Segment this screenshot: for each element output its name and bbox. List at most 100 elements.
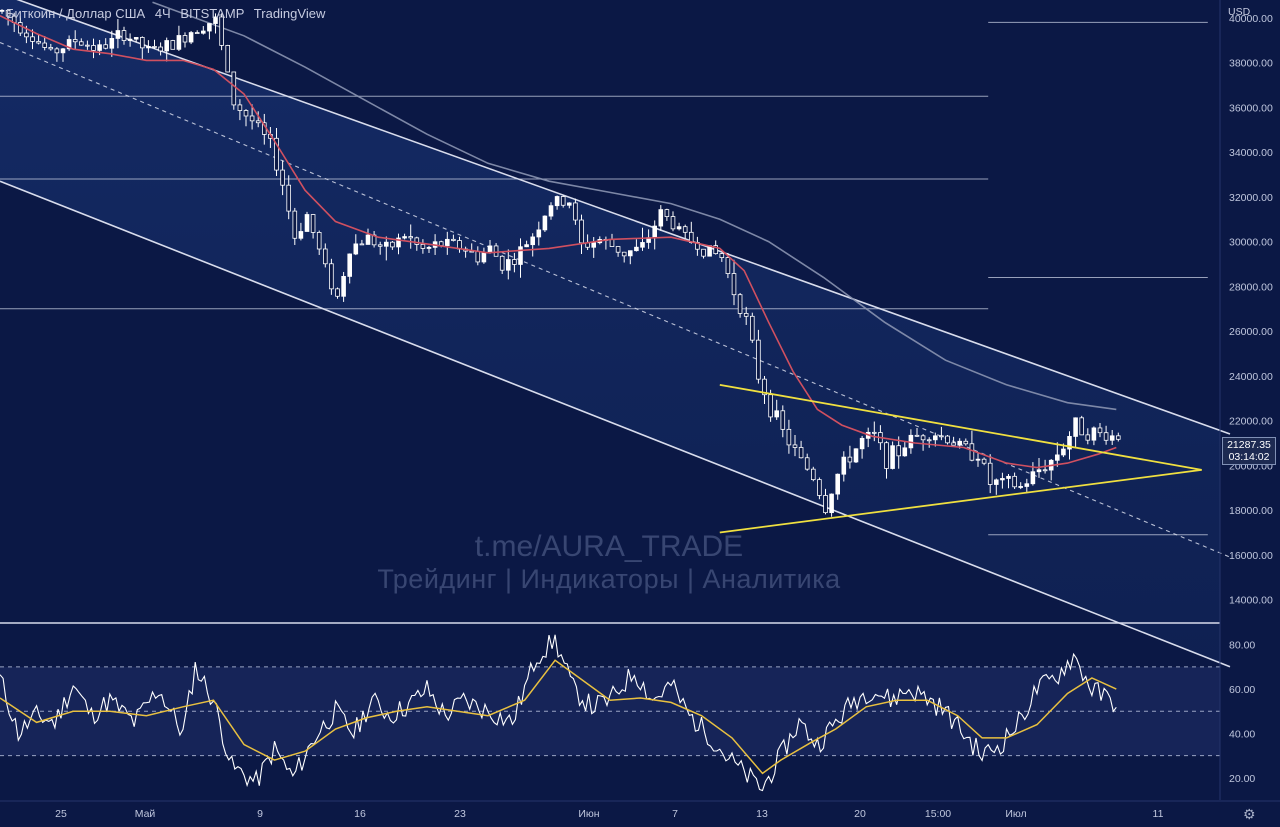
ma-fast-line[interactable] <box>0 14 1117 469</box>
candle-body[interactable] <box>902 447 908 457</box>
candle-body[interactable] <box>664 209 670 217</box>
candle-body[interactable] <box>823 495 828 514</box>
candle-body[interactable] <box>274 137 279 171</box>
candle-body[interactable] <box>414 237 420 245</box>
candle-body[interactable] <box>554 196 560 207</box>
candle-body[interactable] <box>231 71 237 106</box>
symbol-title[interactable]: Биткоин / Доллар США <box>6 6 146 21</box>
candle-body[interactable] <box>817 479 822 496</box>
candle-body[interactable] <box>182 35 188 43</box>
candle-body[interactable] <box>481 252 487 263</box>
candle-body[interactable] <box>737 294 743 314</box>
candle-body[interactable] <box>140 37 145 49</box>
triangle-lower-line[interactable] <box>719 468 1202 534</box>
candle-body[interactable] <box>939 435 944 438</box>
candle-body[interactable] <box>121 30 127 41</box>
candle-body[interactable] <box>890 445 895 469</box>
candle-body[interactable] <box>743 313 749 317</box>
candle-body[interactable] <box>1006 475 1011 479</box>
candle-body[interactable] <box>359 243 365 246</box>
candle-body[interactable] <box>243 110 249 117</box>
candle-body[interactable] <box>957 440 962 446</box>
candle-body[interactable] <box>731 273 737 296</box>
candle-body[interactable] <box>1073 417 1078 437</box>
candle-body[interactable] <box>377 244 383 247</box>
candle-body[interactable] <box>829 493 834 514</box>
candle-body[interactable] <box>60 48 66 54</box>
candle-body[interactable] <box>353 243 359 255</box>
candle-body[interactable] <box>384 241 389 247</box>
candle-body[interactable] <box>933 435 938 441</box>
candle-body[interactable] <box>499 255 505 271</box>
candle-body[interactable] <box>1000 478 1005 481</box>
candle-body[interactable] <box>896 445 901 457</box>
rsi-line[interactable] <box>0 634 1117 792</box>
candle-body[interactable] <box>987 462 993 485</box>
candle-body[interactable] <box>207 23 212 32</box>
candle-body[interactable] <box>316 232 322 250</box>
candle-body[interactable] <box>475 251 481 263</box>
candle-body[interactable] <box>798 447 804 459</box>
candle-body[interactable] <box>402 236 407 239</box>
candle-body[interactable] <box>725 257 731 274</box>
candle-body[interactable] <box>365 234 371 245</box>
candle-body[interactable] <box>975 458 981 461</box>
candle-body[interactable] <box>853 448 859 463</box>
candle-body[interactable] <box>188 32 194 43</box>
candle-body[interactable] <box>292 210 298 239</box>
candle-body[interactable] <box>847 456 853 463</box>
candle-body[interactable] <box>396 237 401 248</box>
candle-body[interactable] <box>66 39 72 50</box>
candle-body[interactable] <box>176 35 182 50</box>
ma-slow-line[interactable] <box>152 1 1117 411</box>
candle-body[interactable] <box>329 263 334 290</box>
candle-body[interactable] <box>1024 483 1030 487</box>
candle-body[interactable] <box>1091 427 1097 441</box>
gear-icon[interactable]: ⚙ <box>1243 806 1256 822</box>
candle-body[interactable] <box>792 444 798 448</box>
candle-body[interactable] <box>1085 434 1091 441</box>
candle-body[interactable] <box>54 48 60 54</box>
candle-body[interactable] <box>512 259 517 265</box>
candle-body[interactable] <box>615 246 621 253</box>
candle-body[interactable] <box>567 202 572 206</box>
candle-body[interactable] <box>963 440 969 445</box>
candle-body[interactable] <box>36 41 41 44</box>
candle-body[interactable] <box>786 428 792 446</box>
candle-body[interactable] <box>774 410 779 418</box>
candle-body[interactable] <box>201 30 206 34</box>
candle-body[interactable] <box>0 9 5 12</box>
candle-body[interactable] <box>5 9 11 17</box>
candle-body[interactable] <box>530 236 535 246</box>
candle-body[interactable] <box>914 434 920 437</box>
candle-body[interactable] <box>335 288 340 297</box>
candle-body[interactable] <box>859 437 865 450</box>
candle-body[interactable] <box>640 242 645 248</box>
candle-body[interactable] <box>1012 475 1017 488</box>
candle-body[interactable] <box>682 226 688 233</box>
interval-label[interactable]: 4Ч <box>154 6 171 21</box>
candle-body[interactable] <box>133 37 139 40</box>
candle-body[interactable] <box>152 46 157 48</box>
channel-lower-line[interactable] <box>0 180 1231 668</box>
candle-body[interactable] <box>164 40 169 52</box>
candle-body[interactable] <box>658 209 664 227</box>
candle-body[interactable] <box>701 248 706 257</box>
candle-body[interactable] <box>835 473 840 495</box>
candle-body[interactable] <box>79 41 84 46</box>
candle-body[interactable] <box>1097 427 1103 434</box>
candle-body[interactable] <box>109 38 115 49</box>
rsi-signal-line[interactable] <box>0 659 1117 775</box>
currency-label[interactable]: USD <box>1228 6 1251 18</box>
candle-body[interactable] <box>146 46 151 49</box>
candle-body[interactable] <box>97 44 102 51</box>
candle-body[interactable] <box>341 276 346 297</box>
candle-body[interactable] <box>1116 435 1121 440</box>
candle-body[interactable] <box>408 236 413 239</box>
candle-body[interactable] <box>676 226 682 230</box>
candle-body[interactable] <box>420 244 426 249</box>
candle-body[interactable] <box>24 32 29 38</box>
candle-body[interactable] <box>872 431 877 434</box>
candle-body[interactable] <box>493 245 499 257</box>
price-pane[interactable] <box>0 0 1231 668</box>
